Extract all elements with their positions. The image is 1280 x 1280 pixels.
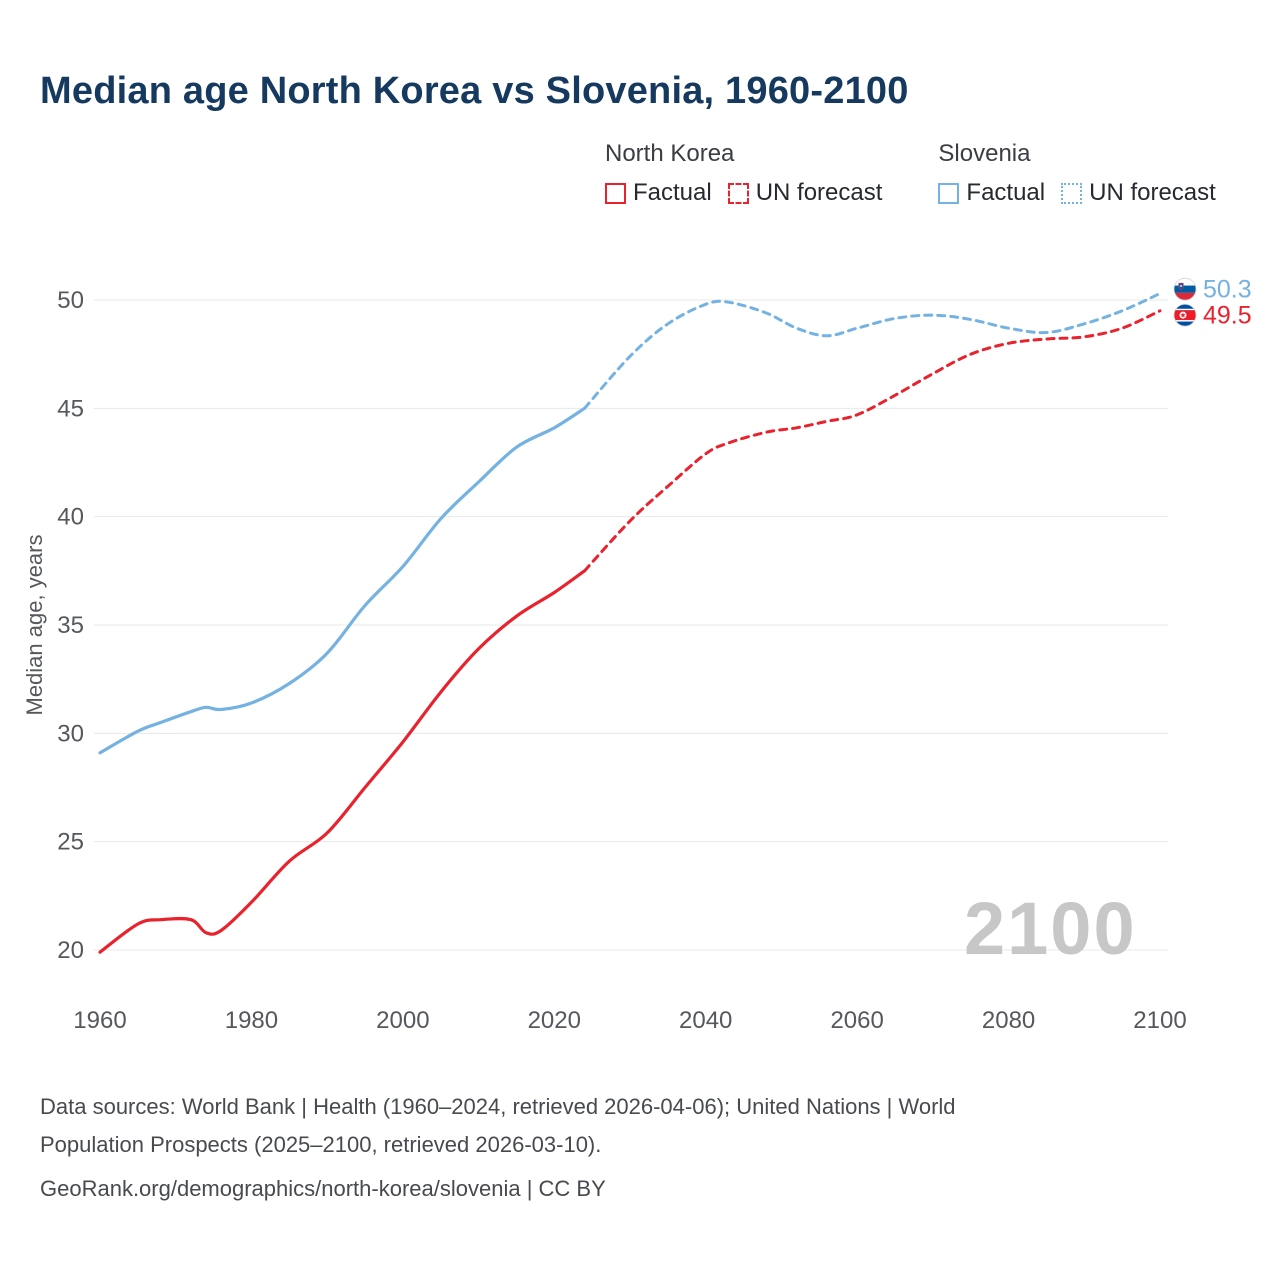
legend-item-label: UN forecast xyxy=(1089,179,1216,206)
legend-group-slovenia: Slovenia Factual UN forecast xyxy=(938,140,1216,207)
y-tick-label: 50 xyxy=(57,287,84,314)
slovenia-factual-swatch-icon xyxy=(938,182,960,204)
legend-item-north-korea-factual: Factual xyxy=(605,179,712,207)
watermark-year: 2100 xyxy=(964,887,1137,970)
x-tick-label: 1960 xyxy=(73,1007,126,1034)
north-korea-factual-swatch-icon xyxy=(605,182,626,204)
legend-group-north-korea: North Korea Factual UN forecast xyxy=(605,140,882,207)
median-age-line-chart: 20 25 30 35 40 45 50 1960 1980 2000 2020 2040 2060 20… xyxy=(22,276,1252,1034)
y-tick-label: 25 xyxy=(57,829,84,856)
y-tick-label: 35 xyxy=(57,612,84,639)
footer: Data sources: World Bank | Health (1960–… xyxy=(40,1088,1250,1208)
legend-group-title-north-korea: North Korea xyxy=(605,140,735,167)
x-tick-label: 2040 xyxy=(679,1007,732,1034)
y-tick-label: 20 xyxy=(57,937,84,964)
north-korea-forecast-swatch-icon xyxy=(727,182,749,204)
x-tick-label: 2000 xyxy=(376,1007,429,1034)
y-axis-title: Median age, years xyxy=(22,535,47,716)
north-korea-forecast-line xyxy=(583,309,1162,573)
x-tick-label: 2020 xyxy=(528,1007,581,1034)
page-title: Median age North Korea vs Slovenia, 1960… xyxy=(40,70,909,112)
north-korea-factual-line xyxy=(98,569,587,954)
y-tick-label: 45 xyxy=(57,395,84,422)
y-tick-label: 30 xyxy=(57,720,84,747)
x-tick-label: 1980 xyxy=(225,1007,278,1034)
legend-group-title-slovenia: Slovenia xyxy=(938,140,1031,167)
slovenia-flag-icon xyxy=(1174,278,1196,300)
legend-item-slovenia-factual: Factual xyxy=(938,179,1045,207)
x-tick-label: 2060 xyxy=(830,1007,883,1034)
legend-item-label: UN forecast xyxy=(755,179,883,206)
legend-item-north-korea-forecast: UN forecast xyxy=(727,179,883,207)
slovenia-factual-line xyxy=(98,406,587,755)
slovenia-forecast-swatch-icon xyxy=(1061,182,1083,204)
slovenia-end-value: 50.3 xyxy=(1203,276,1252,304)
x-tick-label: 2100 xyxy=(1133,1007,1186,1034)
data-sources-line: Population Prospects (2025–2100, retriev… xyxy=(40,1132,602,1157)
north-korea-flag-icon xyxy=(1174,304,1196,326)
north-korea-end-value: 49.5 xyxy=(1203,302,1252,330)
legend-item-label: Factual xyxy=(633,179,712,206)
legend-item-slovenia-forecast: UN forecast xyxy=(1061,179,1216,207)
y-tick-label: 40 xyxy=(57,504,84,531)
slovenia-forecast-line xyxy=(583,292,1162,410)
x-tick-label: 2080 xyxy=(982,1007,1035,1034)
attribution-link: GeoRank.org/demographics/north-korea/slo… xyxy=(40,1176,606,1201)
legend: North Korea Factual UN forecast Slovenia… xyxy=(605,140,1216,207)
data-sources-line: Data sources: World Bank | Health (1960–… xyxy=(40,1094,956,1119)
legend-item-label: Factual xyxy=(966,179,1046,206)
